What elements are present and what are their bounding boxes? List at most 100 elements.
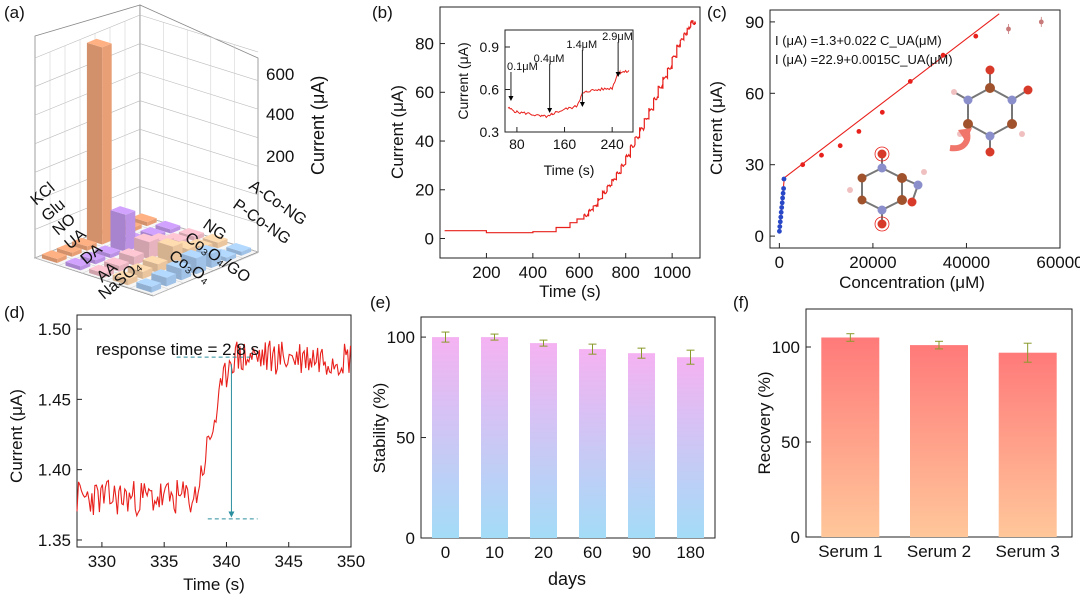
- y-tick-label: 0: [791, 528, 800, 547]
- y-tick-label: 100: [772, 338, 800, 357]
- bar-front-face: [226, 247, 242, 256]
- axes-f: 0 50 100 Serum 1 Serum 2 Serum 3: [772, 338, 1060, 561]
- bar-front-face: [80, 255, 96, 265]
- bar-front-face: [179, 231, 195, 241]
- axes-d: 330 335 340 345 350 1.35 1.40 1.45 1.50: [38, 320, 365, 571]
- y-tick-label: 60: [415, 83, 434, 102]
- bar3d-coo-6: [136, 278, 162, 293]
- bar-top-face: [65, 257, 91, 267]
- ztick-400: 400: [266, 105, 294, 124]
- bar-20: [530, 343, 557, 538]
- inset-arrow-head: [547, 108, 553, 113]
- bar3d-coogo-4: [142, 255, 168, 273]
- bar3d-pcong-5: [80, 251, 106, 265]
- bar3d-ng-0: [179, 228, 204, 241]
- bar-side-face: [80, 262, 91, 271]
- bar-top-face: [151, 269, 177, 278]
- response-arrow-head: [228, 511, 235, 518]
- data-point: [778, 214, 784, 220]
- bar-top-face: [104, 257, 129, 266]
- data-point: [781, 186, 786, 191]
- inset-annotation: 2.9μM: [602, 31, 633, 43]
- panel-label-c: (c): [707, 3, 727, 22]
- bar3d-pcong-3: [110, 206, 136, 252]
- y-tick-label: 100: [387, 328, 415, 347]
- bar3d-coogo-6: [112, 270, 138, 286]
- x-tick-label: 600: [565, 263, 593, 282]
- y-axis-label-c: Current (μA): [707, 81, 726, 175]
- z-gridline-right: [139, 186, 259, 224]
- y-tick-label: 0: [425, 229, 434, 248]
- data-point: [781, 176, 787, 182]
- current-trace-d: [76, 340, 352, 518]
- data-point: [1006, 26, 1011, 32]
- bars-f: [821, 333, 1057, 537]
- bar-side-face: [170, 225, 181, 234]
- bar3d-acong-3: [86, 38, 112, 245]
- bar-front-face: [71, 241, 88, 251]
- panel-f: (f) 0 50 100 Serum 1 Serum 2 Serum 3 Recovery…: [733, 293, 1073, 561]
- x-tick-label: 200: [472, 263, 500, 282]
- bar-front-face: [155, 224, 171, 234]
- bar-front-face: [65, 261, 81, 271]
- plot-frame-b: [439, 6, 701, 259]
- y-tick-label: 80: [415, 35, 434, 54]
- z-gridline-right: [139, 100, 259, 139]
- x-tick-label: 340: [212, 552, 240, 571]
- x-tick-label: 180: [676, 543, 704, 562]
- floor-gridline: [152, 252, 259, 297]
- x-tick-label: 345: [275, 552, 303, 571]
- bar-top-face: [187, 238, 213, 248]
- x-tick-label: 400: [519, 263, 547, 282]
- bar-side-face: [104, 269, 114, 278]
- axes-e: 0 50 100 0 10 20 60 90 180: [387, 328, 705, 562]
- bar-side-face: [95, 256, 106, 265]
- bar-side-face: [196, 254, 207, 275]
- bar3d-coo-0: [226, 243, 252, 256]
- bar3d-pcong-4: [95, 245, 121, 259]
- bar3d-coo-3: [181, 249, 207, 275]
- z-gridline-right: [139, 157, 259, 196]
- y-tick-label: 1.45: [38, 390, 71, 409]
- bar-top-face: [166, 260, 192, 269]
- bar-top-face: [80, 251, 106, 261]
- y-tick-label: 1.40: [38, 461, 71, 480]
- inset-y-axis-label-b: Current (μA): [455, 42, 471, 119]
- bars-3d: [41, 38, 252, 293]
- x-tick-label: 160: [553, 136, 577, 152]
- inset-annotation: 1.4μM: [566, 39, 597, 51]
- y-tick-label: 0: [406, 529, 415, 548]
- bar-serum-2: [910, 345, 968, 537]
- x-tick-label: 1000: [653, 263, 691, 282]
- y-tick-label: 50: [396, 428, 415, 447]
- x-tick-label: Serum 2: [907, 542, 971, 561]
- x-tick-label: 60000: [1036, 253, 1080, 272]
- y-tick-label: 1.35: [38, 531, 71, 550]
- bar-front-face: [56, 248, 73, 257]
- response-time-annotation: response time = 2.8 s: [96, 340, 259, 359]
- bar-side-face: [147, 218, 157, 227]
- bar-side-face: [166, 273, 177, 287]
- bar-front-face: [136, 282, 152, 293]
- x-tick-label: 40000: [943, 253, 990, 272]
- fit-line-high: [781, 13, 1000, 181]
- panel-label-e: (e): [370, 293, 391, 312]
- bar-side-face: [194, 232, 204, 241]
- bar3d-pcong-6: [65, 257, 91, 271]
- bar-90: [628, 353, 655, 538]
- bar3d-coo-4: [166, 260, 192, 281]
- x-tick-label: 90: [632, 543, 651, 562]
- inset-frame-b: [504, 29, 634, 133]
- bar-side-face: [149, 238, 159, 260]
- bar3d-coogo-5: [127, 263, 153, 279]
- panel-label-a: (a): [4, 3, 25, 22]
- bar-top-face: [119, 248, 144, 257]
- bar-top-face: [71, 237, 97, 247]
- panel-d: (d) 330 335 340 345 350 1.35 1.40 1.45 1.50 resp…: [4, 303, 365, 594]
- bar-10: [481, 337, 508, 538]
- bar-top-face: [56, 244, 82, 253]
- x-tick-label: 350: [337, 552, 365, 571]
- bar-top-face: [155, 220, 181, 230]
- data-point: [777, 219, 783, 225]
